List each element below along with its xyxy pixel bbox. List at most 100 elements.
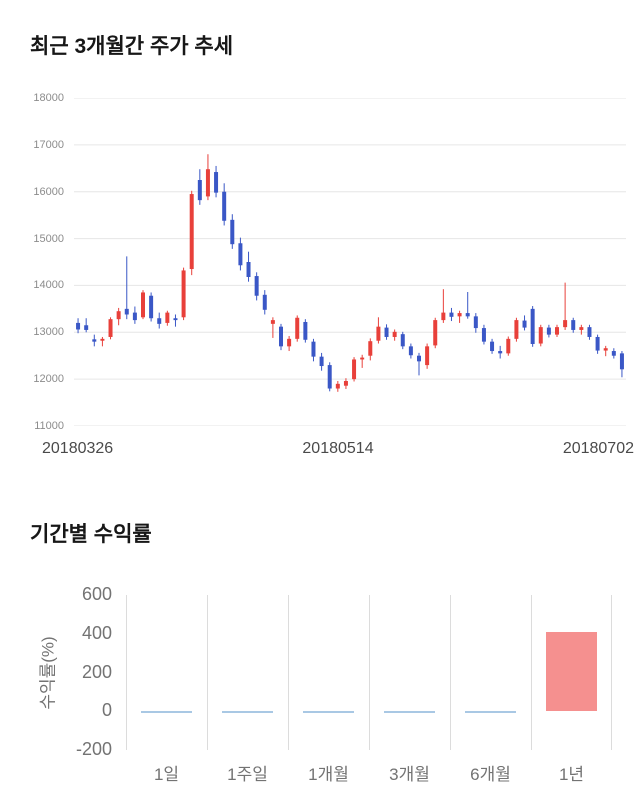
gridline xyxy=(207,595,208,750)
x-tick-label: 20180514 xyxy=(302,440,374,457)
candle-body xyxy=(425,346,430,366)
gridline xyxy=(611,595,612,750)
x-tick-label: 20180702 xyxy=(562,440,634,457)
y-tick-label: 600 xyxy=(81,584,112,604)
candle-body xyxy=(84,325,89,330)
price-chart-plot xyxy=(74,97,626,427)
candle-body xyxy=(433,320,438,346)
returns-chart-title: 기간별 수익률 xyxy=(30,523,152,546)
candle-body xyxy=(92,339,97,342)
candle-body xyxy=(132,312,137,321)
y-tick-label: 18000 xyxy=(33,92,64,104)
candle-body xyxy=(327,365,332,389)
candle-body xyxy=(555,327,559,335)
candle-body xyxy=(230,219,235,245)
candle-body xyxy=(222,191,227,221)
bar-3개월 xyxy=(384,711,435,714)
candle-body xyxy=(270,320,275,324)
candle-body xyxy=(116,311,121,320)
gridline xyxy=(369,595,370,750)
candle-body xyxy=(392,331,397,337)
candle-body xyxy=(100,338,105,341)
candle-body xyxy=(441,312,446,321)
candle-body xyxy=(611,351,616,356)
candle-body xyxy=(181,270,186,318)
candle-body xyxy=(262,294,267,310)
y-tick-label: 12000 xyxy=(33,373,64,386)
candle-body xyxy=(124,308,129,315)
gridline xyxy=(126,595,127,750)
candle-body xyxy=(563,320,568,328)
candle-body xyxy=(108,319,113,337)
candle-body xyxy=(189,194,194,270)
candle-body xyxy=(238,243,243,266)
bar-1일 xyxy=(141,711,192,714)
price-chart-x-axis: 20180326 20180514 20180702 xyxy=(42,440,634,458)
gridline xyxy=(450,595,451,750)
y-tick-label: 400 xyxy=(81,622,112,643)
candle-body xyxy=(149,295,154,319)
candle-body xyxy=(311,341,316,357)
y-tick-label: 13000 xyxy=(33,326,64,339)
candle-body xyxy=(603,348,608,351)
category-label: 1주일 xyxy=(227,765,268,784)
y-tick-label: 16000 xyxy=(33,185,64,198)
returns-chart-plot xyxy=(126,595,612,750)
candle-body xyxy=(319,356,324,367)
candle-body xyxy=(343,381,348,386)
candle-body xyxy=(498,351,503,354)
returns-chart-x-axis: 1일 1주일 1개월 3개월 6개월 1년 xyxy=(126,760,612,785)
gridline xyxy=(531,595,532,750)
candle-body xyxy=(214,172,219,193)
candle-body xyxy=(295,317,300,339)
candle-body xyxy=(376,326,381,341)
y-tick-label: 11000 xyxy=(34,420,64,432)
candle-body xyxy=(368,341,373,356)
candle-body xyxy=(384,327,389,337)
gridline xyxy=(288,595,289,750)
candle-body xyxy=(457,313,462,317)
candle-body xyxy=(335,383,340,389)
candle-body xyxy=(571,320,576,330)
candle-body xyxy=(522,320,527,328)
candle-body xyxy=(490,341,495,352)
bar-1개월 xyxy=(303,711,354,714)
price-chart: 18000 17000 16000 15000 14000 13000 12000 11000… xyxy=(0,88,640,468)
y-tick-label: 17000 xyxy=(33,138,64,151)
y-tick-label: 14000 xyxy=(33,279,64,292)
candle-body xyxy=(473,316,478,329)
candle-body xyxy=(141,292,145,318)
candle-body xyxy=(400,334,405,347)
candle-body xyxy=(279,326,283,347)
y-tick-label: 0 xyxy=(101,700,112,721)
candle-body xyxy=(506,338,511,354)
candle-body xyxy=(408,346,413,356)
candle-body xyxy=(587,327,592,337)
candle-body xyxy=(173,318,178,321)
candle-body xyxy=(165,312,170,323)
x-tick-label: 20180326 xyxy=(42,440,114,457)
bar-1주일 xyxy=(222,711,273,714)
category-label: 1년 xyxy=(558,765,585,784)
candle-body xyxy=(76,322,81,330)
bar-1년 xyxy=(546,631,597,712)
candle-body xyxy=(481,328,486,342)
candle-body xyxy=(205,169,210,197)
category-label: 1일 xyxy=(153,765,180,784)
returns-chart: 수익률(%) 600 400 200 0 -200 1일 1주일 1개월 3개월 6개월 1년 xyxy=(0,584,640,805)
candle-body xyxy=(360,357,365,360)
y-tick-label: -200 xyxy=(75,739,112,759)
bar-6개월 xyxy=(465,711,516,714)
candle-body xyxy=(619,353,624,370)
candle-body xyxy=(546,327,551,335)
candle-body xyxy=(303,321,308,340)
y-tick-label: 15000 xyxy=(33,232,64,245)
candle-body xyxy=(579,327,584,330)
candle-body xyxy=(287,338,292,347)
category-label: 1개월 xyxy=(308,765,349,784)
candle-body xyxy=(254,276,259,296)
candle-body xyxy=(465,313,470,317)
candle-body xyxy=(449,312,454,317)
y-tick-label: 200 xyxy=(81,661,112,682)
